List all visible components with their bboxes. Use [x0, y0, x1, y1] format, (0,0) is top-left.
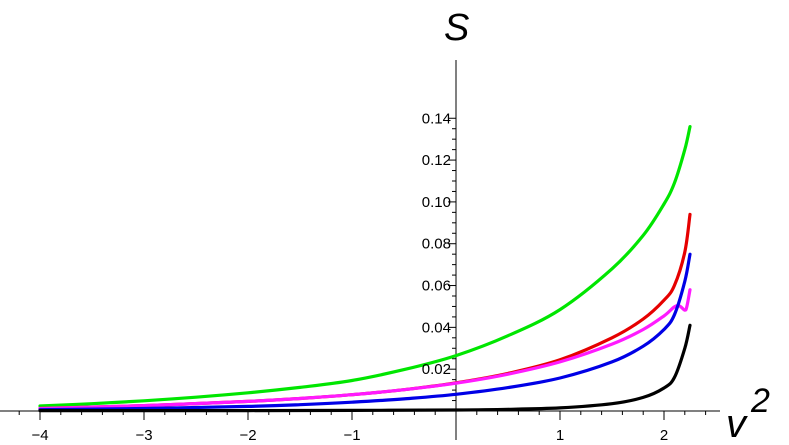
series-line-green	[38, 125, 692, 408]
series-line-blue	[38, 252, 692, 412]
y-axis-title: S	[444, 7, 469, 49]
x-axis-title-base: v	[726, 402, 748, 445]
x-tick-label: 1	[556, 427, 564, 444]
y-tick-label: 0.02	[422, 361, 451, 378]
x-ticks: −4 −3 −2 −1 1 2	[31, 427, 668, 444]
x-tick-label: −2	[239, 427, 256, 444]
x-tick-label: 2	[660, 427, 668, 444]
x-tick-label: −3	[135, 427, 152, 444]
y-ticks: 0.02 0.04 0.06 0.08 0.10 0.12 0.14	[422, 110, 451, 378]
series-group	[38, 125, 692, 413]
x-axis-title: v	[726, 402, 748, 445]
x-axis-title-superscript: 2	[750, 382, 770, 420]
x-tick-label: −1	[343, 427, 360, 444]
y-tick-label: 0.06	[422, 278, 451, 295]
y-tick-label: 0.12	[422, 152, 451, 169]
y-tick-label: 0.10	[422, 194, 451, 211]
axes	[0, 60, 720, 440]
y-tick-label: 0.14	[422, 110, 451, 127]
y-tick-label: 0.08	[422, 236, 451, 253]
series-line-black	[38, 323, 692, 413]
series-line-magenta	[38, 288, 692, 411]
x-tick-label: −4	[31, 427, 48, 444]
y-tick-label: 0.04	[422, 319, 451, 336]
